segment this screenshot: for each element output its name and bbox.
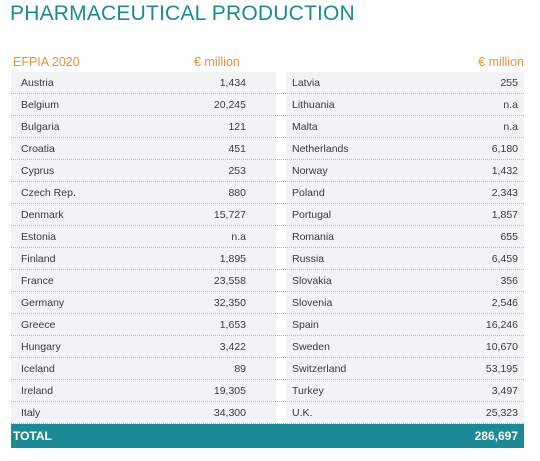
table-row: Austria 1,434 Latvia 255 — [11, 72, 524, 94]
table-row: Italy 34,300 U.K. 25,323 — [11, 402, 524, 424]
right-country-cell: Turkey — [292, 385, 324, 397]
total-row: TOTAL 286,697 — [11, 424, 524, 448]
left-value-cell: 23,558 — [213, 275, 246, 287]
table-row: Germany 32,350 Slovenia 2,546 — [11, 292, 524, 314]
right-value-cell: 10,670 — [485, 341, 518, 353]
table-row: Ireland 19,305 Turkey 3,497 — [11, 380, 524, 402]
right-country-cell: Slovenia — [292, 297, 333, 309]
left-value-cell: 89 — [234, 363, 246, 375]
right-value-cell: 1,857 — [491, 209, 518, 221]
left-value-cell: 34,300 — [213, 407, 246, 419]
left-country-cell: Hungary — [21, 341, 61, 353]
left-country-cell: France — [21, 275, 54, 287]
right-value-cell: 2,343 — [491, 187, 518, 199]
left-value-cell: 1,434 — [219, 77, 246, 89]
right-country-cell: Switzerland — [292, 363, 347, 375]
production-table: EFPIA 2020 € million € million Austria 1,… — [11, 52, 524, 448]
left-value-cell: 15,727 — [213, 209, 246, 221]
left-value-cell: 32,350 — [213, 297, 246, 309]
table-row: Belgium 20,245 Lithuania n.a — [11, 94, 524, 116]
left-country-cell: Greece — [21, 319, 56, 331]
right-country-cell: Portugal — [292, 209, 332, 221]
left-country-cell: Finland — [21, 253, 56, 265]
total-label: TOTAL — [13, 429, 52, 443]
left-country-cell: Germany — [21, 297, 65, 309]
column-separator — [276, 72, 286, 424]
right-country-cell: Spain — [292, 319, 319, 331]
left-country-cell: Bulgaria — [21, 121, 60, 133]
left-country-cell: Italy — [21, 407, 41, 419]
right-value-cell: 655 — [500, 231, 518, 243]
left-value-cell: 1,895 — [219, 253, 246, 265]
right-value-cell: 3,497 — [491, 385, 518, 397]
left-value-cell: 3,422 — [219, 341, 246, 353]
right-country-cell: Russia — [292, 253, 325, 265]
left-country-cell: Ireland — [21, 385, 54, 397]
right-country-cell: Slovakia — [292, 275, 332, 287]
left-value-cell: 253 — [228, 165, 246, 177]
table-row: Estonia n.a Romania 655 — [11, 226, 524, 248]
right-country-cell: Poland — [292, 187, 325, 199]
right-country-cell: Norway — [292, 165, 328, 177]
right-value-cell: 356 — [500, 275, 518, 287]
table-row: Finland 1,895 Russia 6,459 — [11, 248, 524, 270]
table-header: EFPIA 2020 € million € million — [11, 52, 524, 72]
left-country-cell: Czech Rep. — [21, 187, 76, 199]
header-left-unit: € million — [194, 55, 240, 69]
right-country-cell: Netherlands — [292, 143, 349, 155]
right-value-cell: 255 — [500, 77, 518, 89]
right-value-cell: 53,195 — [485, 363, 518, 375]
table-row: Croatia 451 Netherlands 6,180 — [11, 138, 524, 160]
table-row: Bulgaria 121 Malta n.a — [11, 116, 524, 138]
table-row: Cyprus 253 Norway 1,432 — [11, 160, 524, 182]
left-value-cell: 1,653 — [219, 319, 246, 331]
left-value-cell: 880 — [228, 187, 246, 199]
table-row: Greece 1,653 Spain 16,246 — [11, 314, 524, 336]
left-country-cell: Croatia — [21, 143, 55, 155]
total-value: 286,697 — [474, 429, 518, 443]
left-country-cell: Estonia — [21, 231, 57, 243]
right-value-cell: 6,459 — [491, 253, 518, 265]
right-country-cell: Malta — [292, 121, 318, 133]
table-row: Iceland 89 Switzerland 53,195 — [11, 358, 524, 380]
left-country-cell: Iceland — [21, 363, 55, 375]
header-left-label: EFPIA 2020 — [13, 55, 80, 69]
right-value-cell: 25,323 — [485, 407, 518, 419]
table-row: Czech Rep. 880 Poland 2,343 — [11, 182, 524, 204]
header-right-unit: € million — [478, 55, 524, 69]
left-country-cell: Austria — [21, 77, 54, 89]
left-value-cell: 451 — [228, 143, 246, 155]
table-body: Austria 1,434 Latvia 255 Belgium 20,245 Lithua… — [11, 72, 524, 424]
left-country-cell: Cyprus — [21, 165, 55, 177]
table-row: Denmark 15,727 Portugal 1,857 — [11, 204, 524, 226]
right-value-cell: n.a — [503, 99, 518, 111]
page-title: PHARMACEUTICAL PRODUCTION — [10, 2, 355, 25]
right-value-cell: n.a — [503, 121, 518, 133]
table-row: Hungary 3,422 Sweden 10,670 — [11, 336, 524, 358]
right-value-cell: 6,180 — [491, 143, 518, 155]
right-value-cell: 16,246 — [485, 319, 518, 331]
right-value-cell: 1,432 — [491, 165, 518, 177]
table-row: France 23,558 Slovakia 356 — [11, 270, 524, 292]
left-country-cell: Denmark — [21, 209, 64, 221]
right-country-cell: Lithuania — [292, 99, 335, 111]
right-country-cell: Sweden — [292, 341, 330, 353]
right-country-cell: Latvia — [292, 77, 321, 89]
left-value-cell: 121 — [228, 121, 246, 133]
left-country-cell: Belgium — [21, 99, 59, 111]
right-value-cell: 2,546 — [491, 297, 518, 309]
left-value-cell: n.a — [231, 231, 246, 243]
left-value-cell: 19,305 — [213, 385, 246, 397]
right-country-cell: U.K. — [292, 407, 313, 419]
left-value-cell: 20,245 — [213, 99, 246, 111]
right-country-cell: Romania — [292, 231, 335, 243]
